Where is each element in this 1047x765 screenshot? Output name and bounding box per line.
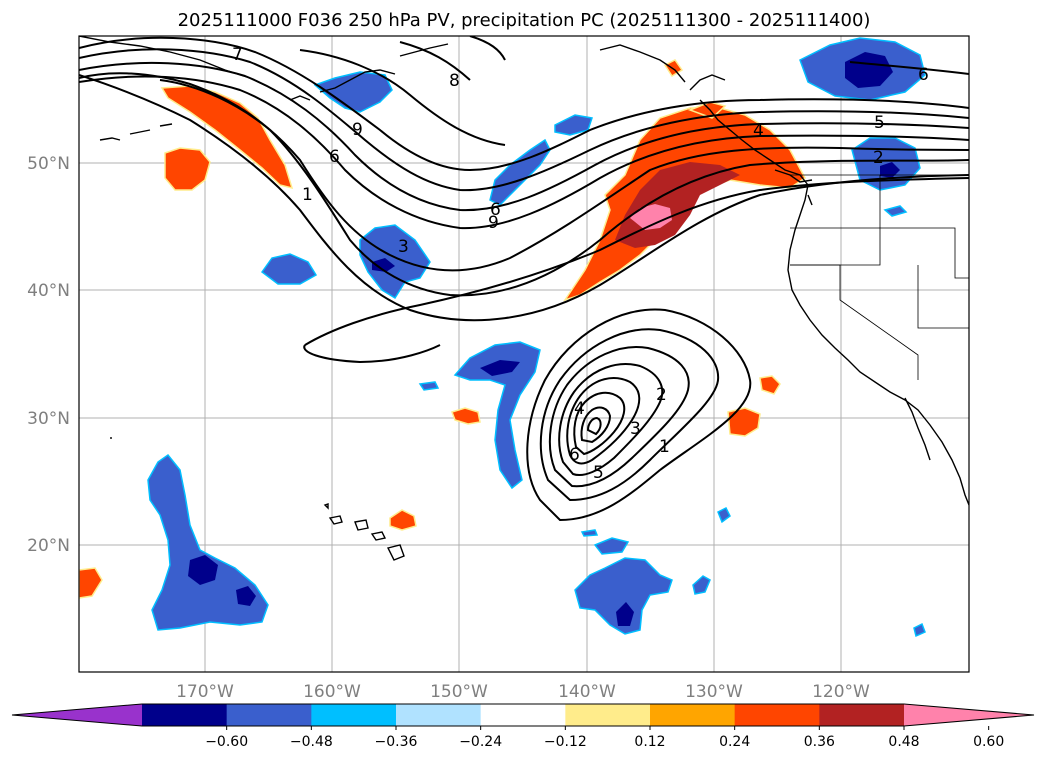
colorbar-tick-label: −0.60 (205, 734, 248, 750)
contour-label: 2 (656, 385, 667, 405)
longitude-labels: 170°W 160°W 150°W 140°W 130°W 120°W (176, 682, 870, 702)
colorbar-segment (565, 704, 651, 726)
colorbar-extend-max (904, 704, 1034, 726)
colorbar-segment (142, 704, 228, 726)
precip-positive-shading (79, 59, 806, 599)
alaska-coastline (79, 36, 276, 91)
lon-label: 130°W (685, 682, 743, 702)
contour-labels: 7 8 9 6 1 3 6 9 6 5 4 2 4 6 5 3 2 1 (232, 45, 929, 483)
precip-negative-shading (147, 37, 926, 638)
contour-label: 5 (593, 463, 604, 483)
map-panel: 7 8 9 6 1 3 6 9 6 5 4 2 4 6 5 3 2 1 (79, 36, 969, 672)
contour-label: 7 (232, 45, 243, 65)
precip-neg-sw-blob (147, 453, 269, 631)
colorbar-tick-label: −0.48 (290, 734, 333, 750)
lat-label: 50°N (27, 154, 70, 174)
precip-aleutian-blob (164, 147, 211, 191)
lat-label: 20°N (27, 536, 70, 556)
lon-label: 120°W (812, 682, 870, 702)
pv-contours (79, 36, 969, 522)
contour-label: 3 (630, 419, 641, 439)
lon-label: 140°W (558, 682, 616, 702)
na-coastline (699, 99, 969, 506)
colorbar-segment (480, 704, 566, 726)
contour-label: 6 (490, 200, 501, 220)
latitude-labels: 50°N 40°N 30°N 20°N (27, 154, 70, 556)
lon-label: 170°W (176, 682, 234, 702)
colorbar-outline (11, 703, 1035, 727)
precip-neg-trough-blob (359, 224, 431, 300)
lon-label: 150°W (430, 682, 488, 702)
cutoff-low-contour-1 (526, 308, 752, 522)
contour-label: 2 (873, 148, 884, 168)
contour-label: 1 (302, 185, 313, 205)
lat-label: 30°N (27, 409, 70, 429)
map-frame (78, 35, 970, 673)
colorbar-tick-label: −0.24 (459, 734, 502, 750)
colorbar-tick-label: 0.24 (719, 734, 750, 750)
colorbar-segment (650, 704, 736, 726)
colorbar-tick-label: −0.36 (375, 734, 418, 750)
precip-plume-max (630, 204, 672, 230)
map-title: 2025111000 F036 250 hPa PV, precipitatio… (178, 10, 871, 31)
lon-label: 160°W (303, 682, 361, 702)
colorbar-segment (819, 704, 905, 726)
colorbar-segment (226, 704, 312, 726)
colorbar-extend-min (12, 704, 142, 726)
contour-label: 4 (753, 121, 764, 141)
contour-label: 6 (569, 445, 580, 465)
precip-neg-subtropical-band (453, 341, 541, 490)
contour-label: 9 (488, 213, 499, 233)
coastlines (79, 36, 969, 561)
precip-aleutian-band (160, 85, 294, 190)
colorbar-tick-label: 0.60 (973, 734, 1004, 750)
contour-label: 5 (874, 113, 885, 133)
colorbar-tick-label: 0.36 (804, 734, 835, 750)
contour-label: 1 (659, 437, 670, 457)
lat-label: 40°N (27, 281, 70, 301)
contour-label: 8 (449, 71, 460, 91)
colorbar-tick-label: 0.12 (634, 734, 665, 750)
colorbar-segment (396, 704, 482, 726)
colorbar-segment (734, 704, 820, 726)
contour-label: 4 (574, 399, 585, 419)
colorbar-segment (311, 704, 397, 726)
contour-label: 6 (918, 65, 929, 85)
colorbar-tick-label: 0.48 (888, 734, 919, 750)
colorbar-tick-label: −0.12 (544, 734, 587, 750)
contour-label: 9 (352, 120, 363, 140)
colorbar: −0.60 −0.48 −0.36 −0.24 −0.12 0.12 0.24 0.36 0.4… (11, 703, 1035, 750)
contour-label: 6 (329, 147, 340, 167)
contour-label: 3 (398, 237, 409, 257)
